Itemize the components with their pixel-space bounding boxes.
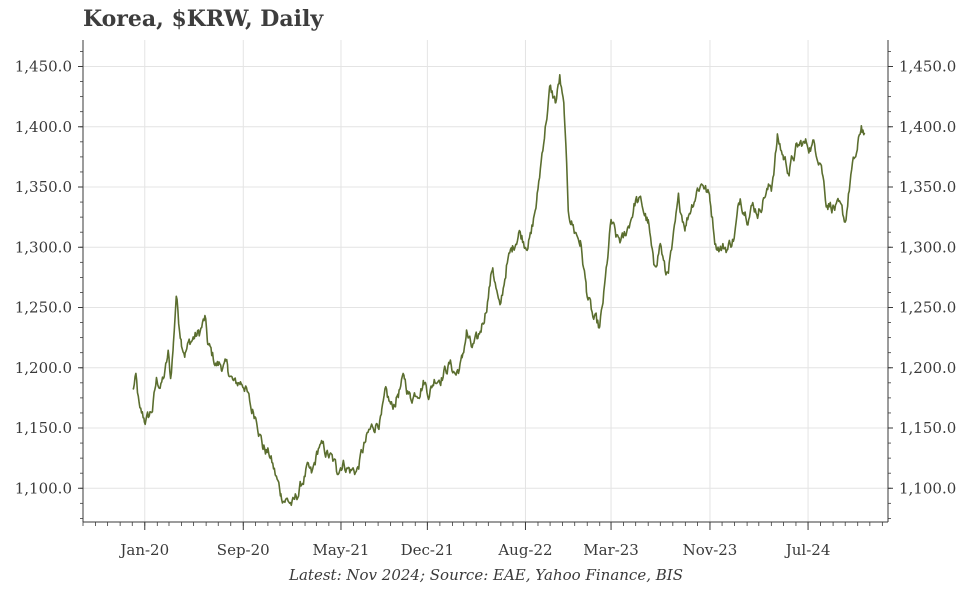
- y-tick-label-right: 1,300.0: [899, 238, 956, 256]
- x-tick-label: Nov-23: [683, 541, 738, 559]
- y-tick-label-left: 1,300.0: [15, 238, 72, 256]
- x-tick-label: Sep-20: [217, 541, 270, 559]
- y-tick-label-right: 1,100.0: [899, 479, 956, 497]
- y-tick-label-left: 1,100.0: [15, 479, 72, 497]
- source-note: Latest: Nov 2024; Source: EAE, Yahoo Fin…: [289, 566, 683, 584]
- y-tick-label-right: 1,150.0: [899, 419, 956, 437]
- y-tick-label-left: 1,150.0: [15, 419, 72, 437]
- y-tick-label-right: 1,350.0: [899, 178, 956, 196]
- x-tick-label: Mar-23: [583, 541, 639, 559]
- x-tick-label: Jul-24: [784, 541, 831, 559]
- y-tick-label-left: 1,250.0: [15, 299, 72, 317]
- y-tick-label-right: 1,200.0: [899, 359, 956, 377]
- y-tick-label-right: 1,450.0: [899, 58, 956, 76]
- x-tick-label: Dec-21: [401, 541, 454, 559]
- y-tick-label-right: 1,250.0: [899, 299, 956, 317]
- krw-series-line: [132, 73, 866, 507]
- y-tick-label-left: 1,400.0: [15, 118, 72, 136]
- x-tick-label: Jan-20: [118, 541, 169, 559]
- y-tick-label-left: 1,350.0: [15, 178, 72, 196]
- y-tick-label-left: 1,450.0: [15, 58, 72, 76]
- x-tick-label: Aug-22: [497, 541, 552, 559]
- y-tick-label-right: 1,400.0: [899, 118, 956, 136]
- y-tick-label-left: 1,200.0: [15, 359, 72, 377]
- x-tick-label: May-21: [313, 541, 370, 559]
- chart-title: Korea, $KRW, Daily: [83, 6, 324, 32]
